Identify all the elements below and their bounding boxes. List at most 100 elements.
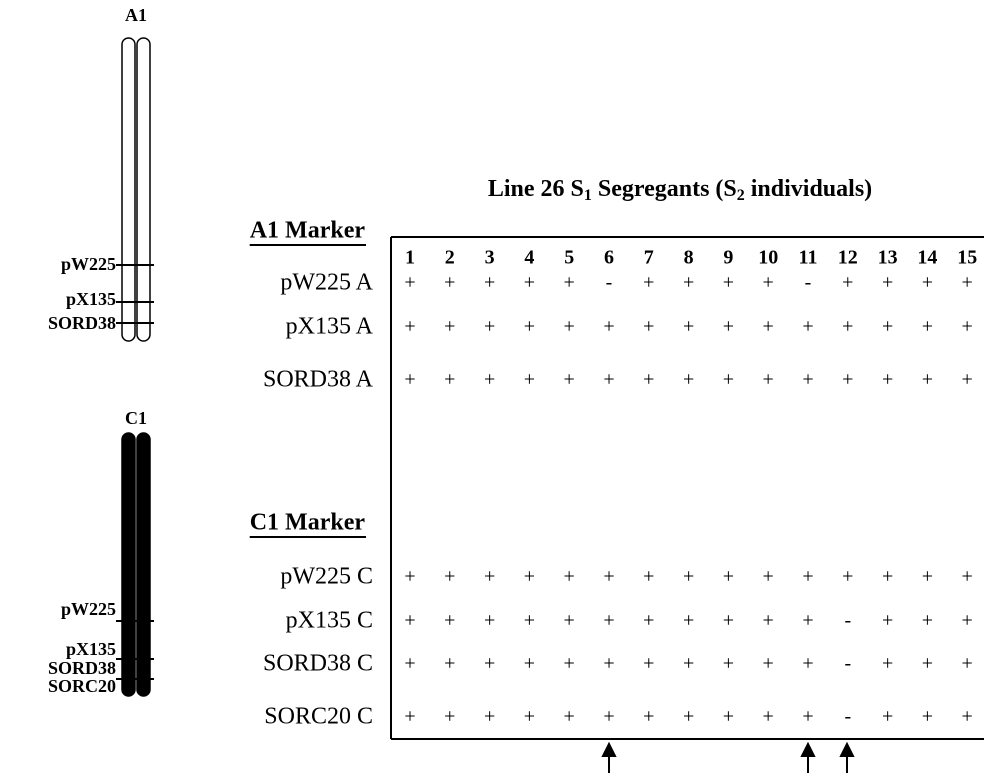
chromosome-label: C1 [125,408,147,428]
marker-label: pX135 [66,639,116,659]
cell: + [763,369,774,391]
column-header: 9 [723,247,733,269]
cell: + [643,706,654,728]
cell: + [404,369,415,391]
cell: + [683,610,694,632]
cell: + [922,706,933,728]
cell: + [882,272,893,294]
cell: - [844,653,851,675]
cell: + [802,369,813,391]
cell: + [723,610,734,632]
cell: + [564,316,575,338]
cell: + [484,316,495,338]
cell: + [882,316,893,338]
cell: + [643,316,654,338]
cell: + [444,566,455,588]
marker-label: SORD38 [48,658,116,678]
cell: + [524,610,535,632]
title-text: Line 26 S [488,176,584,202]
chromosome-label: A1 [125,5,147,25]
row-label: pW225 C [280,564,373,590]
c1-tubes [122,433,150,696]
cell: + [962,610,973,632]
title-text: Segregants (S [592,176,737,202]
cell: + [484,653,495,675]
cell: + [962,653,973,675]
cell: + [524,316,535,338]
title-subscript: 2 [737,187,745,204]
column-header: 2 [445,247,455,269]
column-header: 8 [684,247,694,269]
cell: + [723,272,734,294]
cell: + [484,369,495,391]
cell: + [922,272,933,294]
cell: + [683,369,694,391]
cell: + [484,272,495,294]
cell: + [842,369,853,391]
cell: + [404,706,415,728]
cell: + [524,272,535,294]
column-header: 5 [564,247,574,269]
cell: + [882,610,893,632]
cell: + [643,610,654,632]
row-label: SORD38 C [263,651,373,677]
column-header: 7 [644,247,654,269]
column-header: 3 [485,247,495,269]
cell: + [564,653,575,675]
cell: + [564,566,575,588]
cell: + [962,272,973,294]
cell: + [763,706,774,728]
cell: + [643,369,654,391]
cell: + [524,653,535,675]
cell: + [444,610,455,632]
cell: + [444,653,455,675]
cell: + [404,272,415,294]
column-header: 1 [405,247,415,269]
cell: + [524,706,535,728]
marker-label: SORD38 [48,313,116,333]
cell: + [882,369,893,391]
cell: + [723,369,734,391]
cell: + [404,610,415,632]
a1-tubes [122,38,150,341]
cell: + [643,566,654,588]
figure: Line 26 S1 Segregants (S2 individuals) A… [0,0,984,777]
cell: + [524,369,535,391]
cell: + [723,316,734,338]
column-header: 4 [524,247,534,269]
cell: + [882,566,893,588]
section-header: C1 Marker [250,510,366,536]
cell: + [564,369,575,391]
row-label: pX135 C [286,608,373,634]
cell: + [763,316,774,338]
cell: + [404,566,415,588]
cell: + [802,566,813,588]
cell: + [683,653,694,675]
marker-label: SORC20 [48,676,116,696]
cell: + [763,566,774,588]
cell: + [444,369,455,391]
cell: + [603,706,614,728]
cell: + [962,369,973,391]
table-title: Line 26 S1 Segregants (S2 individuals) [488,176,872,204]
row-label: pW225 A [280,270,373,296]
cell: + [404,653,415,675]
cell: + [802,316,813,338]
column-header: 6 [604,247,614,269]
cell: + [603,653,614,675]
cell: + [603,369,614,391]
cell: + [524,566,535,588]
arrows [603,744,853,773]
cell: + [564,610,575,632]
cell: + [962,706,973,728]
row-label: pX135 A [286,314,374,340]
cell: + [922,369,933,391]
cell: + [842,316,853,338]
cell: + [484,706,495,728]
cell: + [723,706,734,728]
cell: + [564,272,575,294]
section-header: A1 Marker [250,218,366,244]
cell: + [683,566,694,588]
cell: - [606,272,613,294]
row-label: SORD38 A [263,367,374,393]
